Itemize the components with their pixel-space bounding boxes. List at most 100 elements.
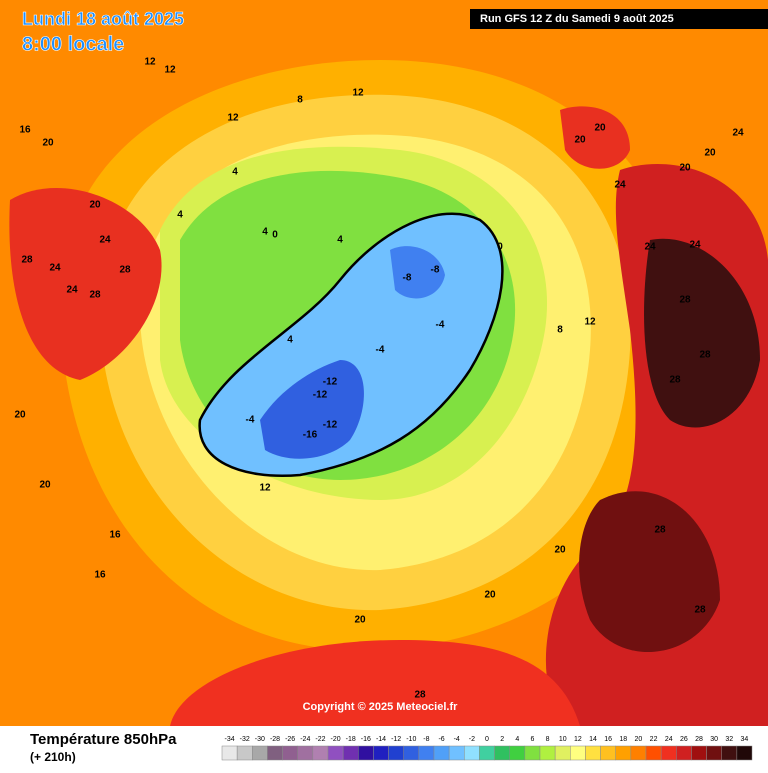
contour-label: 4 <box>262 227 268 238</box>
contour-label: 28 <box>694 605 706 616</box>
footer-title: Température 850hPa <box>30 731 177 748</box>
legend-swatch <box>403 745 420 761</box>
contour-label: 24 <box>614 180 626 191</box>
legend-swatch <box>221 745 238 761</box>
legend-swatch <box>600 745 616 761</box>
legend-swatch <box>736 745 753 761</box>
contour-label: 16 <box>94 570 106 581</box>
legend-swatch <box>267 745 283 761</box>
contour-label: 16 <box>109 530 121 541</box>
legend-swatch <box>691 745 707 761</box>
contour-label: -4 <box>436 320 445 331</box>
contour-label: 12 <box>164 65 176 76</box>
legend-swatch <box>645 745 662 761</box>
contour-label: 28 <box>669 375 681 386</box>
legend-tick-label: 10 <box>559 736 567 743</box>
contour-label: 20 <box>89 200 101 211</box>
legend-tick-label: -8 <box>423 736 429 743</box>
temp-zone <box>9 188 162 380</box>
legend-tick-label: 24 <box>665 736 673 743</box>
legend-tick-label: -10 <box>406 736 416 743</box>
legend-tick-label: 8 <box>546 736 550 743</box>
legend-tick-label: 34 <box>741 736 749 743</box>
contour-label: 0 <box>497 242 503 253</box>
contour-label: -4 <box>246 415 255 426</box>
legend-swatch <box>706 745 722 761</box>
contour-label: 28 <box>119 265 131 276</box>
legend-tick-label: 12 <box>574 736 582 743</box>
contour-label: 24 <box>689 240 701 251</box>
legend-swatch <box>312 745 329 761</box>
legend-tick-label: 0 <box>485 736 489 743</box>
legend-tick-label: 32 <box>725 736 733 743</box>
temp-zone <box>560 106 630 169</box>
temp-zone <box>260 360 364 459</box>
legend-tick-label: -26 <box>285 736 295 743</box>
contour-label: 20 <box>14 410 26 421</box>
contour-label: 4 <box>177 210 183 221</box>
contour-label: 24 <box>644 242 656 253</box>
legend-swatch <box>615 745 632 761</box>
legend-swatch <box>676 745 692 761</box>
legend-tick-label: 26 <box>680 736 688 743</box>
legend-tick-label: -16 <box>361 736 371 743</box>
legend-swatch <box>448 745 465 761</box>
legend-tick-label: -6 <box>438 736 444 743</box>
contour-label: 20 <box>704 148 716 159</box>
contour-label: 20 <box>554 545 566 556</box>
contour-label: -12 <box>323 420 338 431</box>
legend-swatch <box>464 745 480 761</box>
legend-swatch <box>630 745 647 761</box>
legend-swatch <box>373 745 389 761</box>
legend-tick-label: 20 <box>635 736 643 743</box>
legend-tick-label: -18 <box>346 736 356 743</box>
valid-date: Lundi 18 août 2025 <box>22 9 184 29</box>
contour-label: 20 <box>354 615 366 626</box>
legend-swatch <box>327 745 344 761</box>
temp-zone <box>390 246 445 299</box>
contour-label: 20 <box>574 135 586 146</box>
legend-swatch <box>509 745 526 761</box>
legend-tick-label: 2 <box>500 736 504 743</box>
contour-label: 12 <box>259 483 271 494</box>
contour-label: 24 <box>49 263 61 274</box>
legend-tick-label: -20 <box>331 736 341 743</box>
legend-swatch <box>418 745 435 761</box>
legend-tick-label: -4 <box>454 736 460 743</box>
legend-swatch <box>585 745 601 761</box>
contour-label: 8 <box>557 325 563 336</box>
contour-label: 28 <box>414 690 426 701</box>
run-box <box>470 9 768 29</box>
legend-swatch <box>358 745 374 761</box>
legend-swatch <box>721 745 738 761</box>
legend-tick-label: 18 <box>619 736 627 743</box>
contour-label: 4 <box>232 167 238 178</box>
legend-tick-label: 16 <box>604 736 612 743</box>
legend-swatch <box>282 745 298 761</box>
legend-swatch <box>297 745 314 761</box>
legend-tick-label: -14 <box>376 736 386 743</box>
copyright: Copyright © 2025 Meteociel.fr <box>303 701 459 713</box>
legend-tick-label: -22 <box>315 736 325 743</box>
contour-label: 4 <box>337 235 343 246</box>
contour-label: 4 <box>287 335 293 346</box>
temp-zone <box>644 238 760 428</box>
contour-label: 28 <box>699 350 711 361</box>
legend-swatch <box>660 745 677 761</box>
contour-label: 24 <box>732 128 744 139</box>
contour-label: 28 <box>89 290 101 301</box>
legend-swatch <box>252 745 268 761</box>
legend-swatch <box>388 745 404 761</box>
footer-lead: (+ 210h) <box>30 750 76 764</box>
temp-zone <box>170 640 580 726</box>
contour-label: -8 <box>431 265 440 276</box>
contour-label: 12 <box>584 317 596 328</box>
legend-swatch <box>342 745 359 761</box>
contour-label: 0 <box>272 230 278 241</box>
contour-label: 16 <box>19 125 31 136</box>
legend-tick-label: 4 <box>515 736 519 743</box>
contour-label: 20 <box>679 163 691 174</box>
contour-label: 20 <box>39 480 51 491</box>
valid-time: 8:00 locale <box>22 33 124 55</box>
